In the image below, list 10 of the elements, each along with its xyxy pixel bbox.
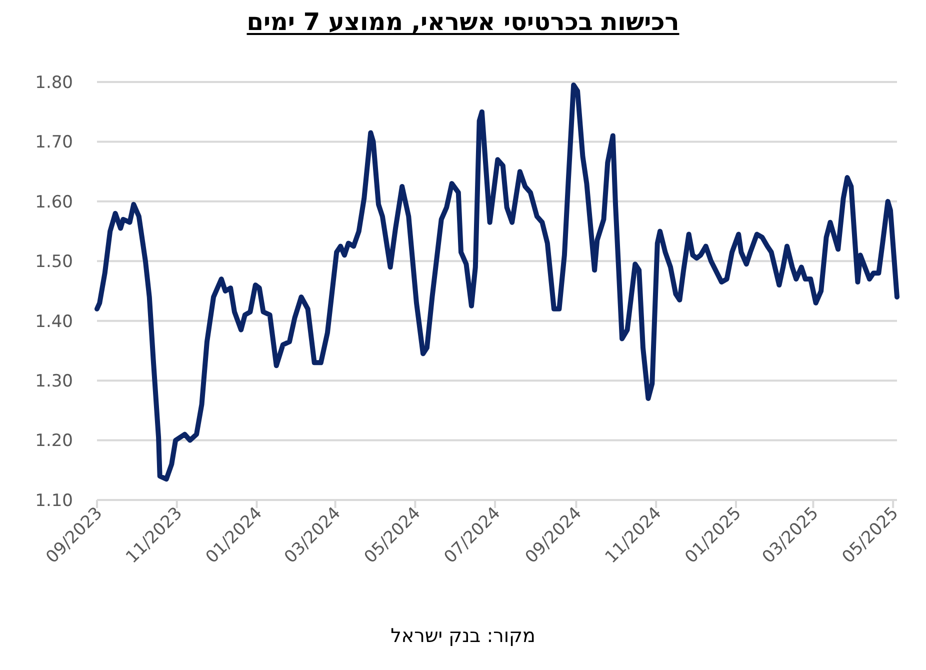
y-tick-label: 1.30 bbox=[35, 372, 73, 392]
chart-title: רכישות בכרטיסי אשראי, ממוצע 7 ימים bbox=[246, 8, 680, 36]
y-tick-label: 1.60 bbox=[35, 192, 73, 212]
y-tick-label: 1.10 bbox=[35, 490, 73, 511]
y-tick-label: 1.40 bbox=[35, 312, 73, 332]
text: מקור: בנק ישראל bbox=[390, 625, 536, 647]
y-tick-label: 1.20 bbox=[35, 431, 73, 452]
y-tick-label: 1.80 bbox=[35, 72, 73, 93]
y-tick-label: 1.50 bbox=[35, 252, 73, 272]
y-tick-label: 1.70 bbox=[35, 132, 73, 153]
